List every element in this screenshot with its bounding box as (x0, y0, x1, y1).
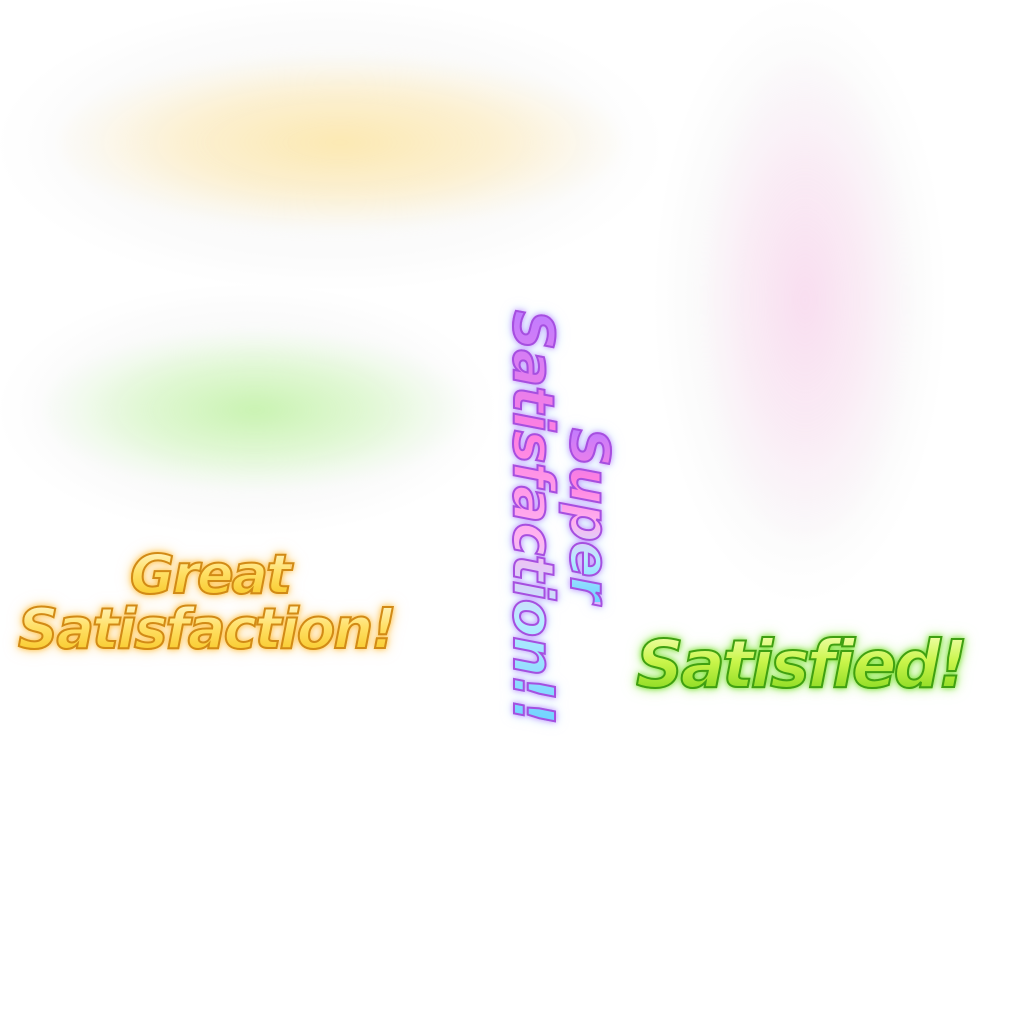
super-satisfaction-line-2: Satisfaction!! (499, 309, 566, 725)
super-satisfaction-label: Super Satisfaction!! (498, 309, 623, 740)
great-satisfaction-line-2: Satisfaction! (17, 597, 398, 662)
pink-glow-halo (655, 0, 945, 600)
great-satisfaction-label: Great Satisfaction! (17, 543, 438, 668)
green-glow-blob (45, 330, 465, 490)
satisfied-label: Satisfied! (635, 626, 969, 703)
great-satisfaction-line-1: Great (129, 543, 293, 606)
pink-glow-blob (700, 60, 910, 540)
super-satisfaction-line-1: Super (557, 427, 622, 603)
gold-glow-blob (60, 55, 620, 230)
